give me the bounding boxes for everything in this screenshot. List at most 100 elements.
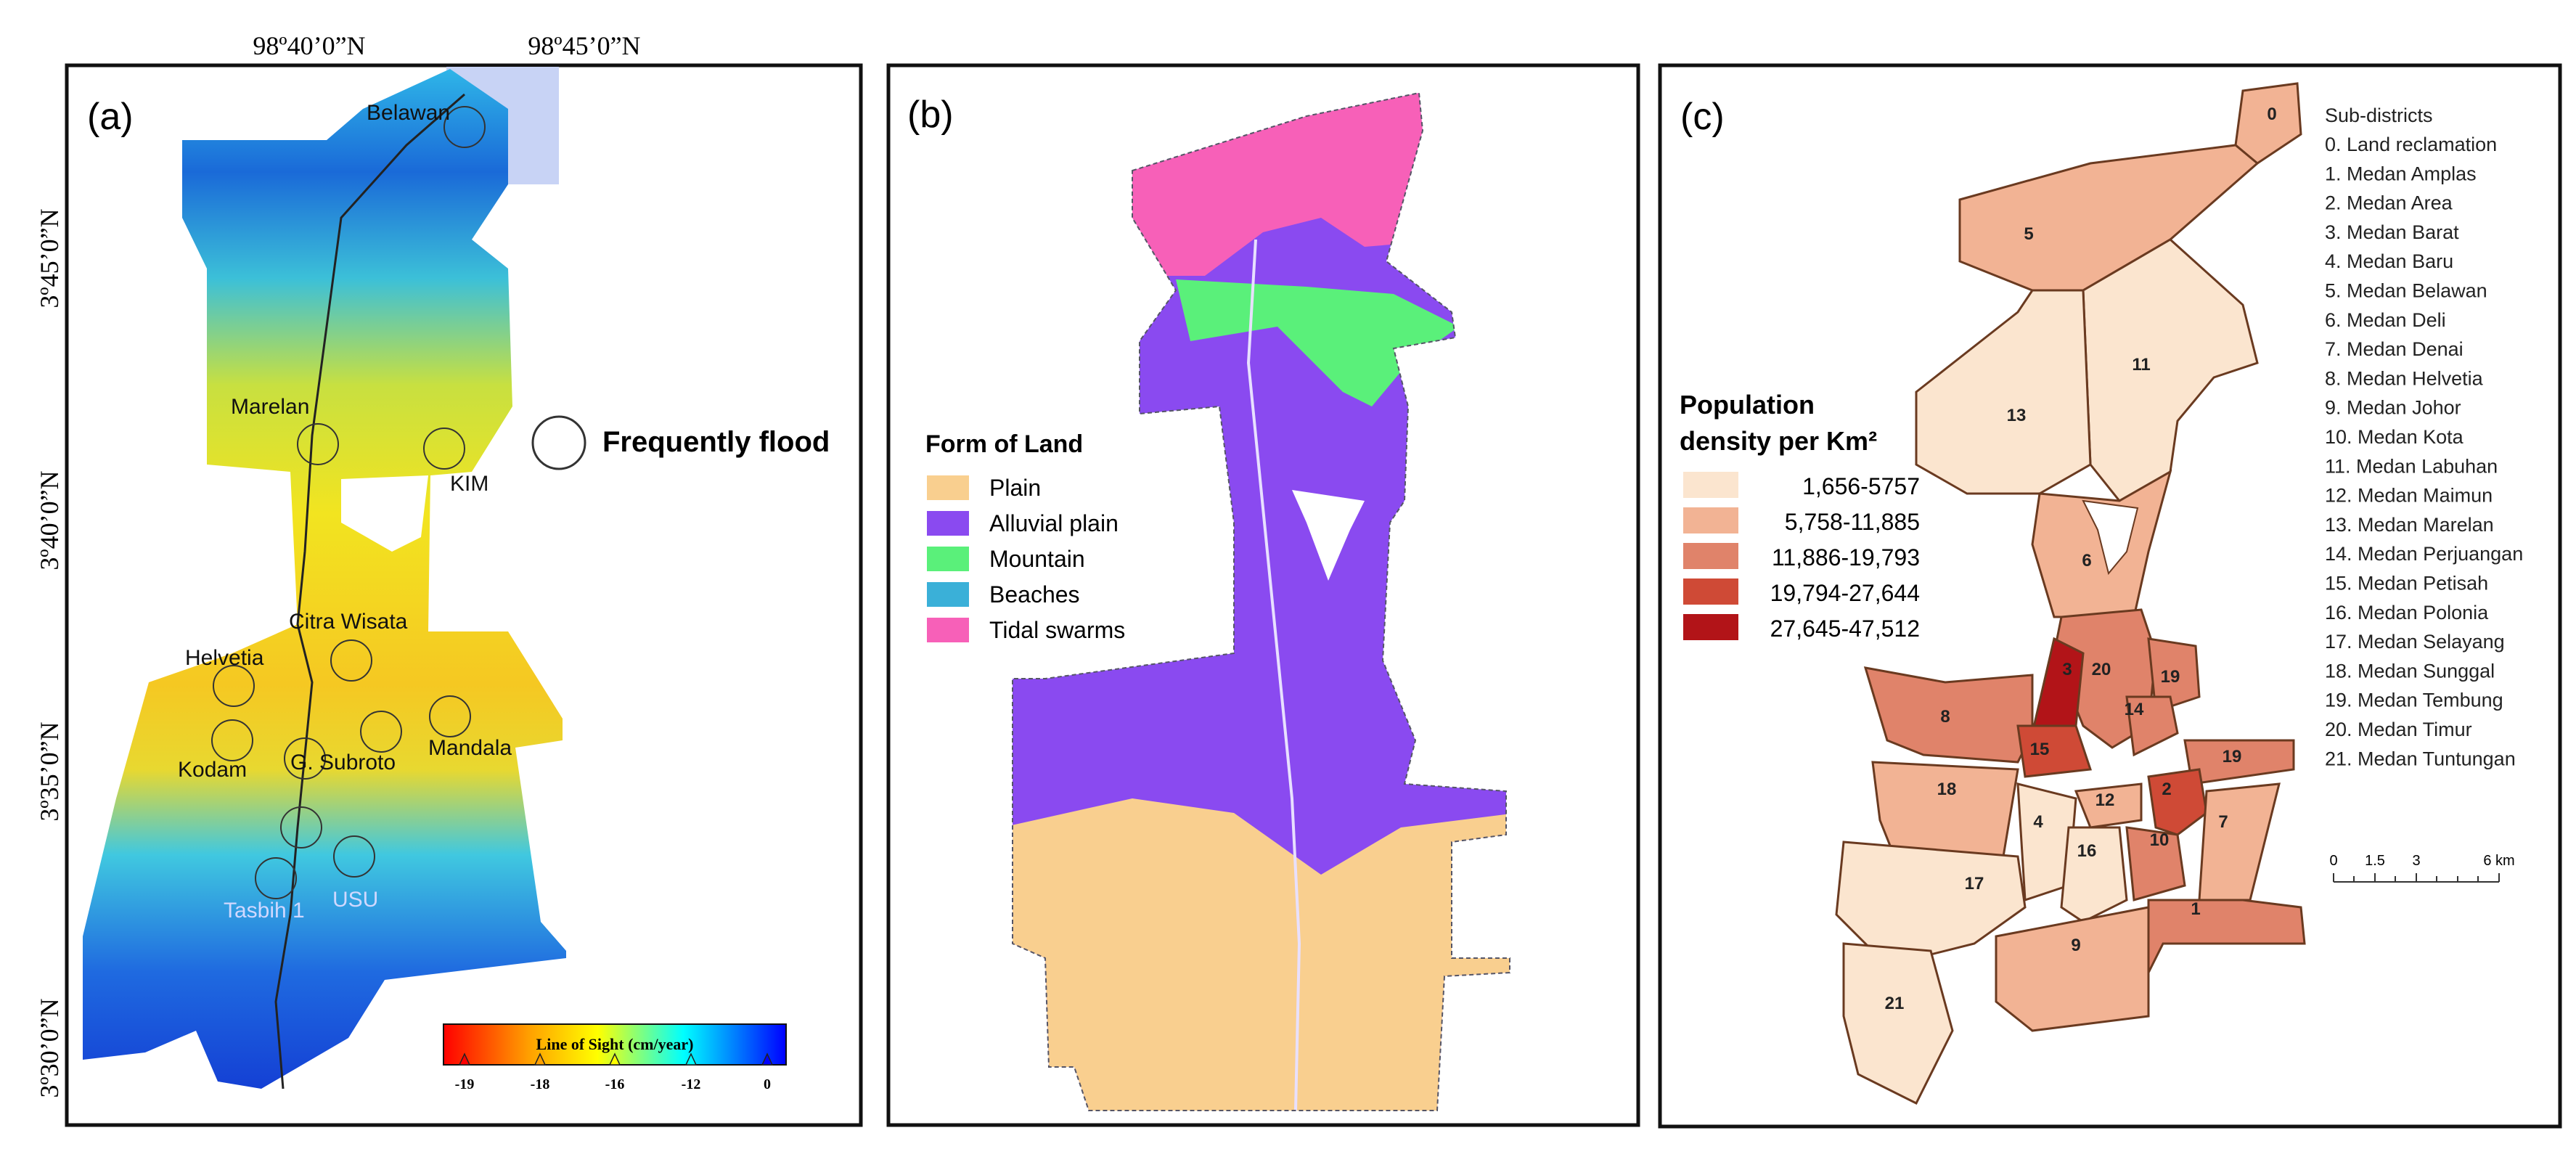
scale-label: 6 km: [2483, 853, 2514, 869]
district-polygon: [1995, 906, 2150, 1032]
colorbar-tick-label: -19: [455, 1076, 475, 1092]
place-label: Tasbih 1: [224, 899, 305, 923]
legend-label: Plain: [989, 475, 1041, 501]
scale-bar: 0 1.5 3 6 km: [2329, 853, 2515, 883]
legend-swatch: [927, 475, 969, 500]
district-0: 0: [2234, 82, 2302, 165]
density-swatch: [1683, 614, 1738, 640]
subdistrict-item: 16. Medan Polonia: [2325, 602, 2489, 623]
place-label: Helvetia: [185, 646, 264, 670]
lat-label: 3º35’0”N: [35, 721, 64, 821]
district-19: 19: [2183, 739, 2295, 785]
lat-label: 3º30’0”N: [35, 998, 64, 1097]
subdistrict-item: 8. Medan Helvetia: [2325, 367, 2484, 389]
density-swatch: [1683, 507, 1738, 533]
plain-area: [1013, 798, 1510, 1111]
district-polygon: [2147, 768, 2208, 836]
district-17: 17: [1835, 841, 2027, 967]
district-number: 14: [2125, 700, 2144, 719]
district-8: 8: [1863, 666, 2034, 764]
district-16: 16: [2060, 826, 2128, 923]
subdistrict-item: 21. Medan Tuntungan: [2325, 748, 2516, 769]
density-swatch: [1683, 543, 1738, 569]
map-hole: [1292, 490, 1365, 581]
district-polygon: [2183, 739, 2295, 785]
place-label: Mandala: [428, 736, 512, 760]
density-legend: 1,656-5757 5,758-11,885 11,886-19,793 19,79…: [1683, 472, 1920, 642]
colorbar-tick-label: -16: [605, 1076, 625, 1092]
district-10: 10: [2125, 826, 2186, 901]
density-class-label: 27,645-47,512: [1770, 616, 1920, 642]
density-legend-title: Population: [1680, 390, 1815, 420]
subdistrict-item: 12. Medan Maimun: [2325, 485, 2493, 507]
subdistrict-item: 0. Land reclamation: [2325, 134, 2497, 155]
district-number: 3: [2062, 660, 2072, 679]
los-map: [83, 69, 566, 1089]
district-18: 18: [1871, 761, 2019, 858]
legend-label: Tidal swarms: [989, 617, 1125, 643]
density-legend-title: density per Km²: [1680, 426, 1877, 456]
district-number: 0: [2267, 105, 2276, 124]
subdistrict-item: 1. Medan Amplas: [2325, 163, 2477, 184]
district-21: 21: [1842, 942, 1954, 1105]
place-label: Belawan: [367, 101, 450, 125]
district-number: 11: [2132, 355, 2150, 375]
district-number: 13: [2007, 406, 2027, 425]
subdistricts-title: Sub-districts: [2325, 105, 2433, 126]
subdistrict-item: 11. Medan Labuhan: [2325, 455, 2498, 477]
flood-circles: [211, 106, 486, 899]
place-label: USU: [332, 888, 378, 912]
density-class-label: 11,886-19,793: [1772, 544, 1920, 571]
legend-label: Beaches: [989, 581, 1080, 608]
district-number: 20: [2092, 660, 2111, 679]
subdistrict-item: 17. Medan Selayang: [2325, 631, 2505, 653]
river-line: [274, 93, 465, 1089]
flood-legend-circle-icon: [531, 415, 586, 470]
colorbar-title: Line of Sight (cm/year): [536, 1035, 694, 1053]
subdistrict-item: 7. Medan Denai: [2325, 338, 2463, 360]
colorbar-tick-marker: [761, 1052, 774, 1066]
colorbar-tick-label: -18: [531, 1076, 550, 1092]
subdistrict-item: 18. Medan Sunggal: [2325, 660, 2495, 682]
lon-label: 98º40’0”N: [253, 31, 365, 60]
district-polygon: [2234, 82, 2302, 165]
district-polygon: [2125, 695, 2179, 757]
place-label: G. Subroto: [290, 751, 396, 774]
scale-label: 3: [2412, 853, 2420, 869]
district-polygon: [2147, 637, 2201, 713]
district-number: 9: [2071, 936, 2080, 955]
district-polygon: [2016, 724, 2093, 778]
density-swatch: [1683, 578, 1738, 605]
density-class-label: 5,758-11,885: [1785, 509, 1920, 535]
subdistrict-item: 3. Medan Barat: [2325, 221, 2459, 243]
lat-label: 3º45’0”N: [35, 208, 64, 308]
subdistrict-item: 4. Medan Baru: [2325, 250, 2453, 272]
district-number: 18: [1937, 780, 1957, 799]
district-number: 8: [1940, 707, 1950, 727]
panel-b: (b) Form of Land Plain Alluvial plain Moun…: [886, 63, 1640, 1127]
flood-legend-label: Frequently flood: [602, 426, 830, 458]
district-2: 2: [2147, 768, 2208, 836]
colorbar-tick-marker: [608, 1052, 621, 1066]
density-class-label: 1,656-5757: [1802, 473, 1920, 499]
district-19: 19: [2147, 637, 2201, 713]
subdistrict-item: 13. Medan Marelan: [2325, 514, 2494, 536]
scale-label: 1.5: [2365, 853, 2385, 869]
scale-ticks: [2333, 873, 2500, 883]
district-number: 5: [2024, 224, 2033, 244]
district-number: 17: [1965, 874, 1984, 894]
district-polygon: [2060, 826, 2128, 923]
panel-label: (b): [907, 94, 954, 136]
district-polygon: [1842, 942, 1954, 1105]
district-number: 19: [2161, 667, 2180, 687]
subdistricts-list: 0. Land reclamation 1. Medan Amplas 2. Med…: [2325, 134, 2523, 769]
district-9: 9: [1995, 906, 2150, 1032]
district-polygon: [1871, 761, 2019, 858]
subdistrict-item: 5. Medan Belawan: [2325, 280, 2487, 302]
district-number: 21: [1885, 994, 1905, 1013]
subdistrict-item: 19. Medan Tembung: [2325, 690, 2503, 711]
district-number: 7: [2218, 812, 2228, 832]
